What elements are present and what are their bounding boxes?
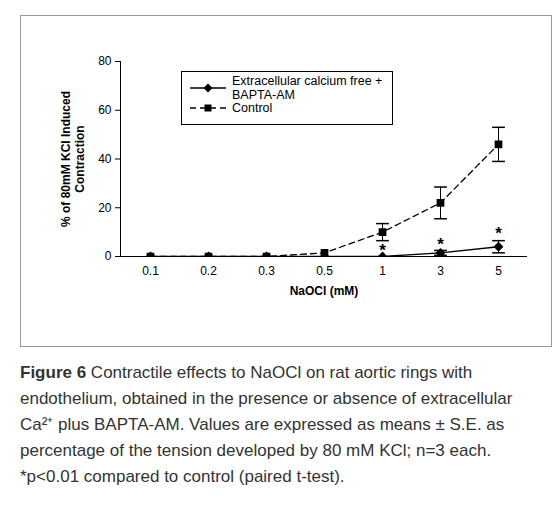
svg-text:% of 80mM KCl InducedContracti: % of 80mM KCl InducedContraction (59, 91, 87, 227)
svg-text:1: 1 (379, 264, 386, 278)
svg-text:40: 40 (98, 152, 112, 166)
svg-text:0.1: 0.1 (142, 264, 159, 278)
svg-text:*: * (379, 241, 386, 260)
svg-text:0.2: 0.2 (200, 264, 217, 278)
svg-text:0.3: 0.3 (258, 264, 275, 278)
svg-text:0: 0 (105, 249, 112, 263)
svg-text:0.5: 0.5 (316, 264, 333, 278)
svg-text:*: * (437, 235, 444, 254)
svg-text:20: 20 (98, 201, 112, 215)
svg-text:NaOCl (mM): NaOCl (mM) (290, 284, 359, 298)
html-text:Figure 6 Contractile effects t: Figure 6 Contractile effects to NaOCl on… (20, 363, 513, 486)
svg-text:80: 80 (98, 54, 112, 68)
svg-text:5: 5 (495, 264, 502, 278)
html-text:Extracellular calcium free + B: Extracellular calcium free + BAPTA-AM (232, 74, 383, 102)
svg-text:3: 3 (437, 264, 444, 278)
svg-text:60: 60 (98, 103, 112, 117)
html-text:Control: Control (232, 101, 273, 115)
svg-text:*: * (495, 224, 502, 243)
